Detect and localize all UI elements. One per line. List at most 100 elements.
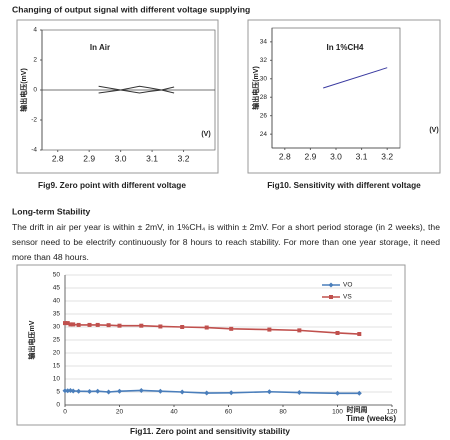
y-axis-label: 输出电压(mV) [19,68,28,112]
point [158,324,163,329]
point [180,325,185,329]
y-tick-label: 26 [260,112,268,119]
y-tick-label: 2 [33,57,37,64]
caption: Fig11. Zero point and sensitivity stabil… [130,426,290,436]
point [267,327,272,332]
legend-label: VO [343,282,352,289]
annotation: In 1%CH4 [327,43,364,52]
x-tick-label: 2.8 [279,151,291,161]
x-axis-title: Time (weeks) [346,414,396,423]
x-tick-label: 60 [225,409,233,416]
point [63,321,67,326]
y-tick-label: 50 [53,272,61,279]
point [87,322,92,327]
point [62,388,68,394]
y-tick-label: -2 [31,117,37,124]
x-tick-label: 2.9 [304,151,316,161]
x-tick-label: 120 [387,409,398,416]
point [335,330,340,335]
x-axis-label: (V) [429,127,438,134]
point [106,323,111,328]
annotation: In Air [90,43,110,52]
point [76,322,81,327]
point [335,390,340,396]
point [356,390,362,396]
paragraph: The drift in air per year is within ± 2m… [12,222,440,262]
y-tick-label: 24 [260,131,268,138]
section-title: Long-term Stability [12,206,91,216]
y-tick-label: 5 [56,389,60,396]
x-tick-label: 3.2 [178,153,190,163]
point [117,323,122,328]
point [106,389,112,395]
x-tick-label: 3.0 [330,151,342,161]
y-tick-label: 32 [260,57,268,64]
y-tick-label: -4 [31,147,37,154]
y-tick-label: 25 [53,337,61,344]
y-tick-label: 10 [53,376,61,383]
y-tick-label: 34 [260,39,268,46]
y-tick-label: 28 [260,94,268,101]
x-tick-label: 3.2 [381,151,393,161]
point [71,322,76,327]
point [228,390,234,396]
point [95,322,100,327]
x-tick-label: 2.8 [52,153,64,163]
y-tick-label: 0 [56,402,60,409]
y-axis-label: 输出电压(mV) [251,66,260,110]
x-tick-label: 80 [279,409,287,416]
series-line [98,85,175,94]
point [68,322,73,327]
y-axis-label: 输出电压mV [27,320,36,359]
x-tick-label: 3.1 [146,153,158,163]
y-tick-label: 30 [53,324,61,331]
y-tick-label: 30 [260,75,268,82]
point [87,388,93,394]
caption: Fig10. Sensitivity with different voltag… [267,180,421,190]
chart-box [16,19,219,174]
heading: Changing of output signal with different… [12,4,250,14]
y-tick-label: 35 [53,311,61,318]
series-line [98,85,175,94]
point [157,388,163,394]
y-tick-label: 4 [33,27,37,34]
x-tick-label: 2.9 [83,153,95,163]
y-tick-label: 40 [53,298,61,305]
point [70,388,76,394]
point [117,388,122,394]
point [266,389,272,395]
series-line [323,67,388,89]
x-axis-label: (V) [201,131,210,138]
x-tick-label: 0 [63,409,67,416]
chart-box [247,19,441,174]
point [65,321,70,326]
legend-marker [328,282,334,288]
point [357,332,362,337]
legend-marker [329,295,333,299]
caption: Fig9. Zero point with different voltage [38,180,186,190]
point [179,389,185,395]
y-tick-label: 20 [53,350,61,357]
x-tick-label: 100 [332,409,343,416]
y-tick-label: 45 [53,285,61,292]
point [139,323,144,328]
point [138,387,144,393]
point [229,326,234,331]
legend-label: VS [343,294,352,301]
chart-box [16,264,406,426]
x-tick-label: 3.1 [356,151,368,161]
point [76,388,82,394]
point [296,390,302,396]
y-tick-label: 0 [33,87,37,94]
point [204,325,209,330]
point [204,390,210,396]
x-tick-label: 20 [116,409,124,416]
point [297,328,302,333]
x-axis-label: 时间周 [347,405,368,414]
x-tick-label: 3.0 [115,153,127,163]
point [95,388,101,394]
y-tick-label: 15 [53,363,61,370]
x-tick-label: 40 [170,409,178,416]
